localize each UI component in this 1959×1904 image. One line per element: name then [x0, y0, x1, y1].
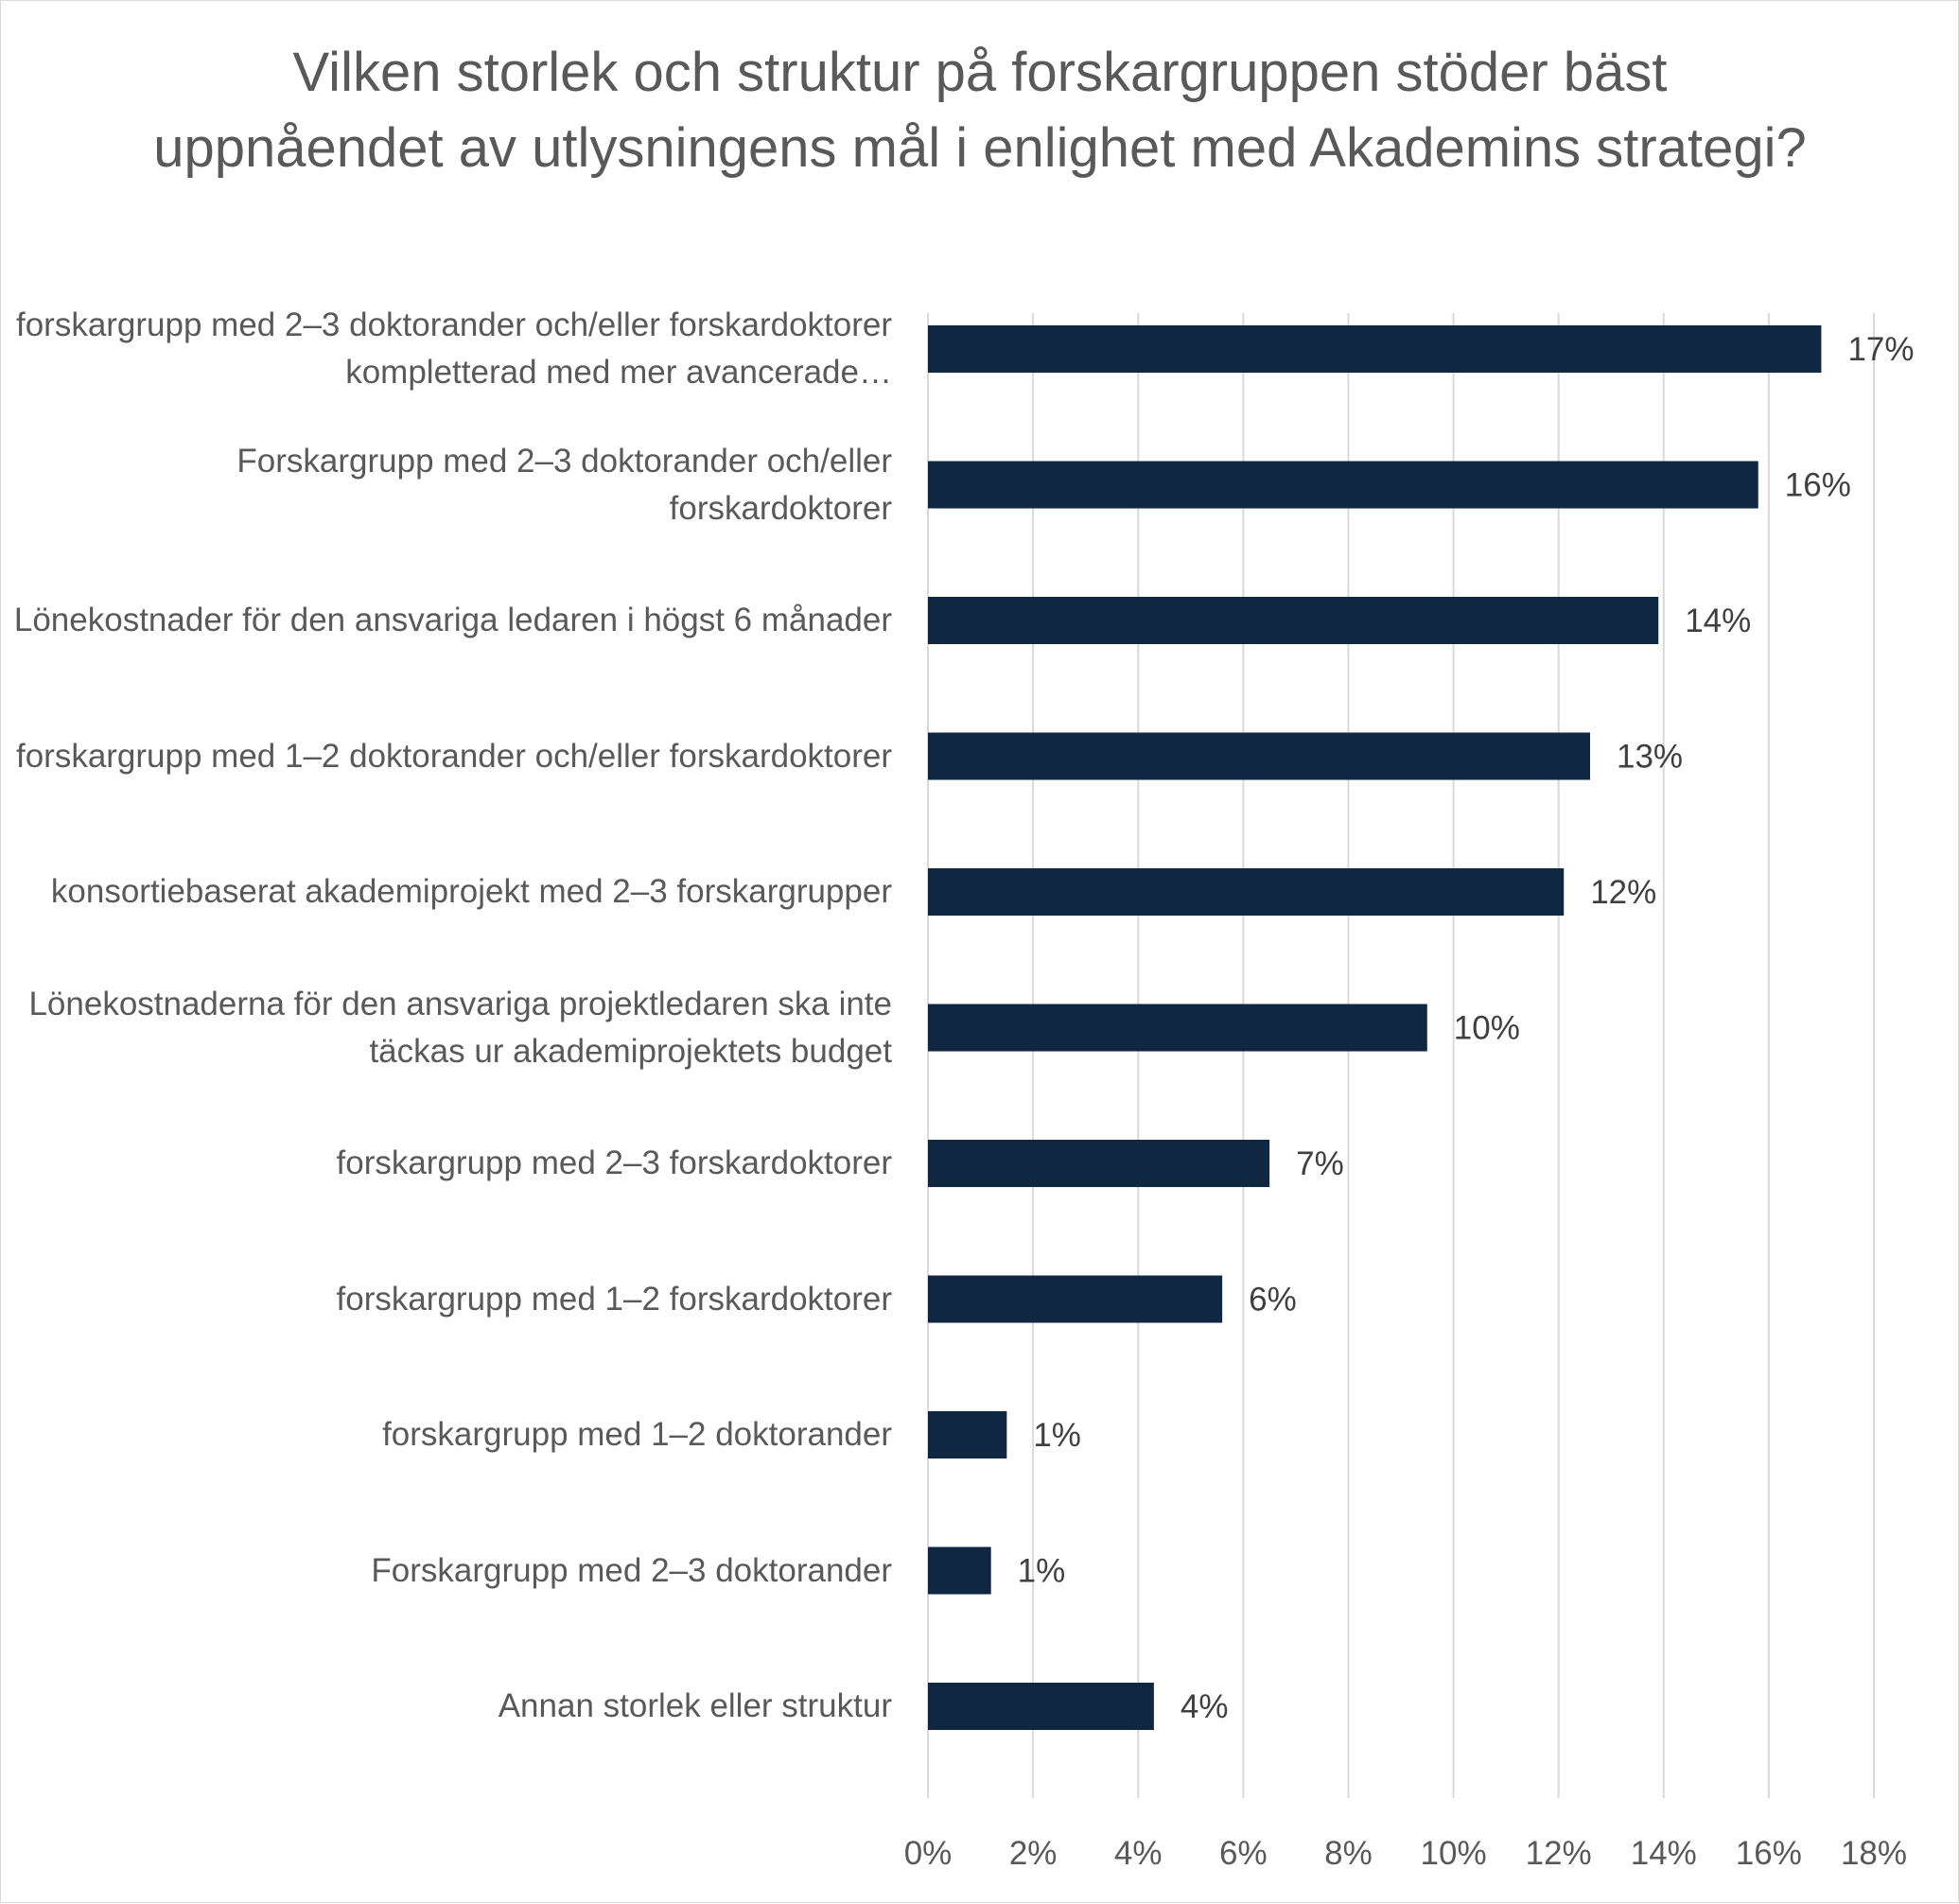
bar [928, 1546, 991, 1595]
category-label: forskargrupp med 1–2 doktorander [382, 1416, 892, 1453]
x-tick-label: 8% [1324, 1835, 1373, 1872]
data-label: 17% [1847, 331, 1914, 368]
bar [928, 1683, 1154, 1730]
data-label: 7% [1296, 1145, 1344, 1182]
bar [928, 732, 1590, 780]
x-tick-label: 18% [1841, 1835, 1907, 1872]
x-tick-label: 14% [1631, 1835, 1697, 1872]
x-tick-label: 12% [1526, 1835, 1592, 1872]
category-label: Annan storlek eller struktur [498, 1687, 892, 1724]
bar [928, 1275, 1223, 1323]
chart-title: Vilken storlek och struktur på forskargr… [153, 42, 1807, 179]
category-label: forskargrupp med 1–2 doktorander och/ell… [15, 737, 892, 775]
data-label: 14% [1685, 603, 1751, 639]
x-tick-label: 16% [1736, 1835, 1802, 1872]
category-label: forskargrupp med 2–3 forskardoktorer [336, 1144, 893, 1181]
x-tick-label: 10% [1421, 1835, 1487, 1872]
data-label: 1% [1033, 1417, 1081, 1454]
category-label: Lönekostnaderna för den ansvariga projek… [28, 985, 892, 1070]
category-label: konsortiebaserat akademiprojekt med 2–3 … [50, 873, 892, 910]
data-label: 13% [1617, 739, 1683, 776]
data-labels: 17% 16% 14% 13% 12% 10% 7% 6% 1% 1% 4% [1018, 331, 1915, 1725]
bar [928, 461, 1758, 509]
x-tick-label: 0% [904, 1835, 953, 1872]
bar [928, 325, 1822, 373]
bar [928, 1411, 1007, 1459]
data-label: 6% [1249, 1282, 1297, 1319]
x-tick-label: 4% [1114, 1835, 1163, 1872]
bar [928, 597, 1659, 644]
x-tick-label: 2% [1009, 1835, 1058, 1872]
data-label: 16% [1785, 467, 1851, 504]
data-label: 12% [1590, 874, 1656, 911]
x-axis-tick-labels: 0% 2% 4% 6% 8% 10% 12% 14% 16% 18% [904, 1835, 1907, 1872]
bar [928, 1140, 1270, 1187]
category-label: Forskargrupp med 2–3 doktorander och/ell… [236, 442, 892, 527]
data-label: 1% [1018, 1553, 1066, 1590]
data-label: 4% [1181, 1688, 1229, 1725]
bars [928, 325, 1822, 1730]
category-label: forskargrupp med 2–3 doktorander och/ell… [15, 306, 892, 391]
gridlines [927, 313, 1875, 1798]
category-label: Lönekostnader för den ansvariga ledaren … [13, 602, 892, 638]
category-label: forskargrupp med 1–2 forskardoktorer [336, 1280, 893, 1318]
bar [928, 1004, 1427, 1052]
category-label: Forskargrupp med 2–3 doktorander [371, 1551, 892, 1589]
data-label: 10% [1454, 1010, 1520, 1047]
bar [928, 868, 1565, 916]
x-tick-label: 6% [1219, 1835, 1268, 1872]
